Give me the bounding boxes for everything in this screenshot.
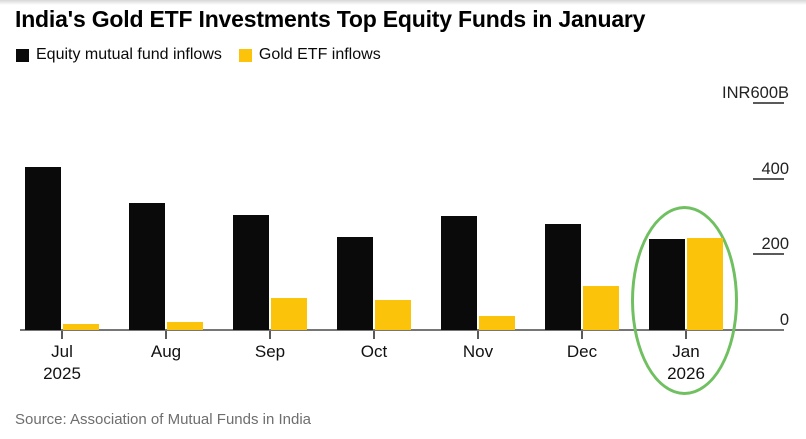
y-axis-tick-inr600b	[753, 102, 784, 104]
bar-gold-etf-inflows-aug	[167, 322, 203, 330]
y-axis-label-400: 400	[761, 160, 789, 178]
x-axis-label-jan-2026: Jan 2026	[641, 341, 731, 385]
legend: Equity mutual fund inflows Gold ETF infl…	[16, 46, 381, 64]
legend-label-gold: Gold ETF inflows	[258, 46, 381, 63]
x-axis-tick-dec	[581, 331, 583, 339]
x-axis-tick-oct	[373, 331, 375, 339]
y-axis-label-200: 200	[761, 235, 789, 253]
bar-equity-mutual-fund-inflows-nov	[441, 216, 477, 330]
x-axis-label-line: Oct	[360, 342, 388, 361]
x-axis-label-line: 2026	[667, 364, 705, 383]
legend-item-gold: Gold ETF inflows	[238, 46, 381, 64]
x-axis-tick-sep	[269, 331, 271, 339]
bar-equity-mutual-fund-inflows-sep	[233, 215, 269, 330]
x-axis-label-line: Jul	[51, 342, 73, 361]
bar-gold-etf-inflows-jan-2026	[687, 238, 723, 330]
bar-equity-mutual-fund-inflows-aug	[129, 203, 165, 330]
y-axis-tick-400	[753, 178, 784, 180]
x-axis-tick-aug	[165, 331, 167, 339]
bar-equity-mutual-fund-inflows-oct	[337, 237, 373, 330]
screenshot-edge-artifact	[0, 0, 806, 5]
x-axis-label-dec: Dec	[537, 341, 627, 363]
legend-label-equity: Equity mutual fund inflows	[36, 46, 222, 63]
x-axis-label-nov: Nov	[433, 341, 523, 363]
bar-equity-mutual-fund-inflows-dec	[545, 224, 581, 330]
y-axis-label-inr600b: INR600B	[722, 84, 789, 102]
x-axis-label-line: Jan	[672, 342, 700, 361]
x-axis-label-aug: Aug	[121, 341, 211, 363]
x-axis-label-oct: Oct	[329, 341, 419, 363]
highlight-ellipse-jan-2026	[631, 206, 738, 395]
x-axis-tick-jan-2026	[685, 331, 687, 339]
equity-swatch-icon	[16, 48, 29, 62]
bar-gold-etf-inflows-sep	[271, 298, 307, 330]
x-axis-tick-nov	[477, 331, 479, 339]
source-note: Source: Association of Mutual Funds in I…	[15, 411, 312, 428]
bar-equity-mutual-fund-inflows-jul-2025	[25, 167, 61, 330]
x-axis-label-sep: Sep	[225, 341, 315, 363]
x-axis-label-jul-2025: Jul 2025	[17, 341, 107, 385]
bar-equity-mutual-fund-inflows-jan-2026	[649, 239, 685, 330]
x-axis-label-line: Dec	[566, 342, 598, 361]
x-axis-label-line: Nov	[462, 342, 494, 361]
x-axis-label-line: Aug	[150, 342, 182, 361]
x-axis-label-line: Sep	[254, 342, 286, 361]
bar-gold-etf-inflows-nov	[479, 316, 515, 330]
x-axis-label-line: 2025	[43, 364, 81, 383]
gold-swatch-icon	[238, 48, 252, 62]
bar-gold-etf-inflows-oct	[375, 300, 411, 330]
x-axis-tick-jul-2025	[61, 331, 63, 339]
bar-gold-etf-inflows-jul-2025	[63, 324, 99, 330]
legend-item-equity: Equity mutual fund inflows	[16, 46, 222, 64]
y-axis-tick-200	[753, 253, 784, 255]
chart-title: India's Gold ETF Investments Top Equity …	[15, 6, 646, 32]
x-axis-line	[20, 329, 784, 331]
bar-gold-etf-inflows-dec	[583, 286, 619, 330]
y-axis-label-0: 0	[779, 311, 789, 329]
